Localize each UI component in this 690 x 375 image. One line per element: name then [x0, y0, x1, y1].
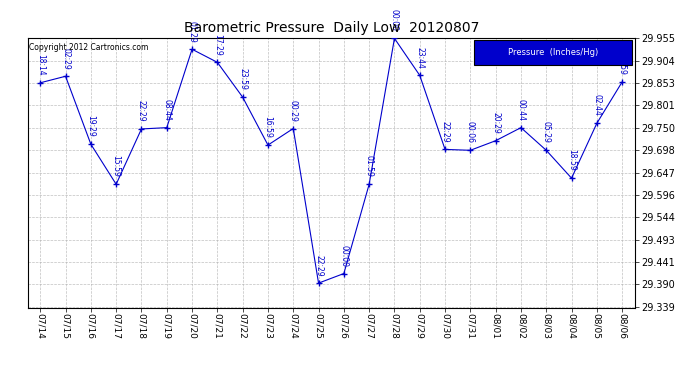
Text: 08:44: 08:44	[162, 99, 171, 121]
FancyBboxPatch shape	[474, 40, 632, 64]
Text: Copyright 2012 Cartronics.com: Copyright 2012 Cartronics.com	[29, 43, 148, 52]
Text: 22:29: 22:29	[440, 121, 450, 142]
Text: 17:29: 17:29	[213, 34, 222, 56]
Text: 18:14: 18:14	[36, 54, 45, 76]
Text: 00:44: 00:44	[516, 99, 526, 121]
Text: 22:29: 22:29	[314, 255, 323, 276]
Text: 00:00: 00:00	[390, 9, 399, 32]
Text: 23:59: 23:59	[238, 68, 247, 90]
Text: 20:29: 20:29	[491, 112, 500, 134]
Text: 00:00: 00:00	[339, 244, 348, 267]
Text: 22:29: 22:29	[137, 100, 146, 122]
Title: Barometric Pressure  Daily Low  20120807: Barometric Pressure Daily Low 20120807	[184, 21, 479, 35]
Text: 01:29: 01:29	[188, 21, 197, 42]
Text: Pressure  (Inches/Hg): Pressure (Inches/Hg)	[508, 48, 598, 57]
Text: 19:29: 19:29	[86, 116, 95, 137]
Text: 16:59: 16:59	[264, 116, 273, 138]
Text: 02:29: 02:29	[61, 48, 70, 69]
Text: 00:29: 00:29	[288, 100, 298, 122]
Text: 01:59: 01:59	[364, 156, 374, 177]
Text: 05:29: 05:29	[542, 122, 551, 143]
Text: 02:44: 02:44	[592, 94, 602, 116]
Text: 15:59: 15:59	[112, 156, 121, 177]
Text: 23:59: 23:59	[618, 53, 627, 75]
Text: 00:06: 00:06	[466, 122, 475, 143]
Text: 18:59: 18:59	[567, 150, 576, 171]
Text: 23:44: 23:44	[415, 46, 424, 69]
